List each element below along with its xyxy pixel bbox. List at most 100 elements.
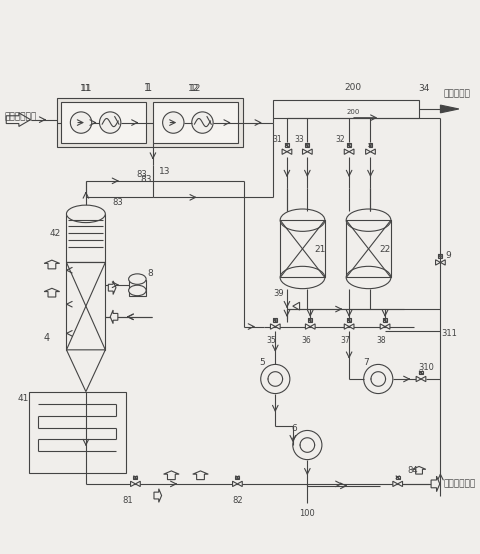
Polygon shape: [44, 288, 60, 297]
Polygon shape: [411, 466, 425, 474]
Text: 7: 7: [362, 358, 368, 367]
Ellipse shape: [128, 274, 146, 284]
Bar: [57, 98, 243, 147]
Text: 39: 39: [272, 289, 283, 298]
Text: 37: 37: [340, 336, 349, 345]
Polygon shape: [130, 481, 135, 486]
Polygon shape: [348, 324, 353, 329]
Polygon shape: [344, 324, 348, 329]
Text: 不凝气排放: 不凝气排放: [443, 89, 469, 98]
Text: 81: 81: [122, 496, 132, 505]
Circle shape: [192, 112, 213, 134]
Text: 200: 200: [344, 83, 361, 92]
Text: 21: 21: [313, 245, 325, 254]
Bar: [285, 143, 288, 147]
Polygon shape: [44, 260, 60, 269]
Bar: [273, 100, 418, 117]
Text: 1: 1: [144, 83, 150, 93]
Polygon shape: [415, 376, 420, 382]
Bar: [128, 280, 146, 296]
Bar: [235, 476, 239, 479]
Bar: [346, 220, 390, 278]
Polygon shape: [292, 302, 299, 310]
Polygon shape: [370, 149, 374, 155]
Text: 83: 83: [140, 176, 152, 184]
Polygon shape: [397, 481, 402, 486]
Circle shape: [260, 365, 289, 393]
Text: 311: 311: [440, 329, 456, 338]
Text: 83: 83: [137, 170, 147, 178]
Text: 气体二氧化碳: 气体二氧化碳: [5, 112, 37, 121]
Bar: [308, 319, 312, 322]
Polygon shape: [440, 260, 444, 265]
Ellipse shape: [279, 266, 324, 289]
Polygon shape: [135, 481, 140, 486]
Polygon shape: [163, 471, 179, 480]
Polygon shape: [440, 105, 458, 113]
Polygon shape: [384, 324, 389, 329]
Text: 4: 4: [44, 333, 50, 343]
Bar: [28, 392, 125, 473]
Bar: [368, 143, 372, 147]
Polygon shape: [302, 149, 307, 155]
Bar: [347, 143, 350, 147]
Text: 13: 13: [158, 167, 170, 176]
Text: 22: 22: [379, 245, 390, 254]
Text: 41: 41: [17, 394, 28, 403]
Bar: [66, 214, 105, 263]
Text: 83: 83: [112, 198, 123, 207]
Circle shape: [363, 365, 392, 393]
Bar: [153, 102, 238, 143]
Polygon shape: [6, 113, 30, 126]
Bar: [418, 371, 422, 374]
Text: 42: 42: [49, 229, 60, 238]
Ellipse shape: [279, 209, 324, 232]
Polygon shape: [344, 149, 348, 155]
Circle shape: [162, 112, 184, 134]
Polygon shape: [307, 149, 312, 155]
Polygon shape: [392, 481, 397, 486]
Polygon shape: [66, 350, 105, 392]
Text: 310: 310: [417, 363, 433, 372]
Text: 84: 84: [406, 466, 417, 475]
Text: 34: 34: [417, 84, 429, 93]
Text: 11: 11: [81, 84, 93, 93]
Text: 1: 1: [145, 83, 152, 93]
Bar: [66, 263, 105, 350]
Bar: [438, 254, 442, 258]
Polygon shape: [108, 281, 116, 295]
Bar: [382, 319, 386, 322]
Ellipse shape: [66, 205, 105, 223]
Text: 82: 82: [232, 496, 242, 505]
Polygon shape: [365, 149, 370, 155]
Text: 12: 12: [190, 84, 201, 93]
Polygon shape: [310, 324, 314, 329]
Text: 38: 38: [375, 336, 385, 345]
Text: 8: 8: [147, 269, 153, 278]
Bar: [273, 319, 276, 322]
Polygon shape: [430, 476, 439, 491]
Text: 6: 6: [291, 424, 297, 433]
Polygon shape: [435, 260, 440, 265]
Polygon shape: [379, 324, 384, 329]
Circle shape: [99, 112, 120, 134]
Bar: [133, 476, 137, 479]
Polygon shape: [287, 149, 291, 155]
Bar: [60, 102, 146, 143]
Polygon shape: [275, 324, 279, 329]
Text: 33: 33: [294, 135, 304, 143]
Polygon shape: [270, 324, 275, 329]
Polygon shape: [154, 489, 161, 502]
Bar: [395, 476, 399, 479]
Polygon shape: [110, 310, 118, 324]
Text: 36: 36: [301, 336, 311, 345]
Text: 12: 12: [188, 84, 199, 93]
Text: 31: 31: [272, 135, 281, 143]
Text: 100: 100: [299, 509, 314, 517]
Text: 5: 5: [258, 358, 264, 367]
Polygon shape: [281, 149, 287, 155]
Ellipse shape: [346, 266, 390, 289]
Circle shape: [292, 430, 321, 460]
Bar: [305, 143, 309, 147]
Ellipse shape: [346, 209, 390, 232]
